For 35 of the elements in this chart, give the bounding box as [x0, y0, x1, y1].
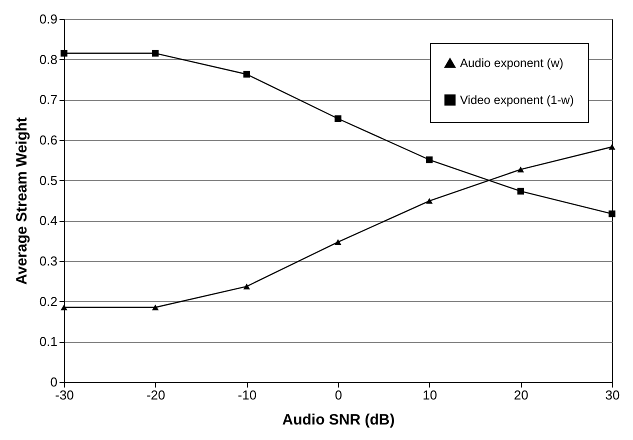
x-tick-label: -10 — [238, 388, 257, 402]
x-tick-label: 10 — [422, 388, 438, 402]
point — [60, 304, 68, 310]
point — [608, 210, 616, 218]
x-axis-title: Audio SNR (dB) — [282, 412, 395, 428]
point — [243, 284, 250, 290]
legend-label: Audio exponent (w) — [460, 56, 564, 70]
y-axis-title: Average Stream Weight — [13, 117, 30, 285]
y-tick-label: 0.3 — [39, 254, 58, 268]
point — [426, 198, 433, 204]
y-tick-label: 0.7 — [39, 92, 58, 108]
x-tick-label: -20 — [146, 388, 166, 402]
x-tick-label: -30 — [55, 388, 74, 402]
x-tick-label: 0 — [334, 388, 342, 402]
point — [608, 144, 616, 150]
y-tick-label: 0.2 — [39, 294, 58, 309]
x-tick-label: 30 — [605, 388, 620, 402]
point — [152, 304, 159, 310]
point — [243, 70, 250, 78]
point — [517, 188, 524, 195]
y-tick-label: 0.5 — [39, 172, 58, 188]
y-tick-label: 0.8 — [39, 52, 58, 67]
y-tick-label: 0.6 — [39, 132, 58, 148]
y-tick-label: 0.9 — [39, 12, 58, 26]
x-tick-label: 20 — [514, 388, 528, 402]
point — [334, 115, 342, 122]
y-tick-label: 0 — [50, 374, 58, 390]
point — [517, 166, 524, 172]
point — [152, 50, 159, 57]
point — [426, 156, 433, 164]
point — [60, 50, 68, 57]
y-tick-label: 0.1 — [39, 334, 58, 350]
y-tick-label: 0.4 — [39, 213, 58, 228]
legend-label: Video exponent (1-w) — [460, 93, 574, 107]
point — [334, 239, 342, 245]
